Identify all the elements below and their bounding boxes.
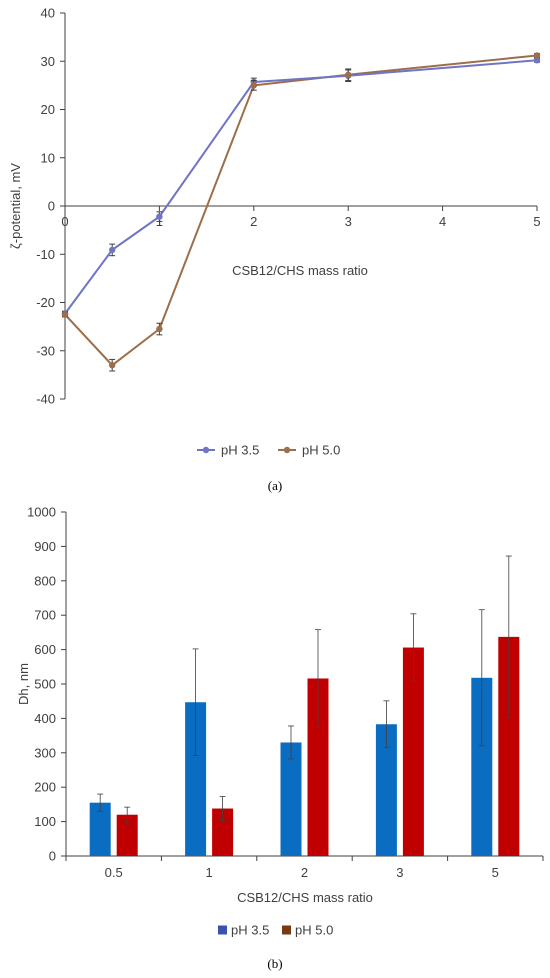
y-tick-label: 500 xyxy=(34,677,56,692)
y-tick-label: 30 xyxy=(41,54,55,69)
bar xyxy=(212,808,234,856)
bar xyxy=(89,802,111,856)
y-tick-label: 100 xyxy=(34,814,56,829)
data-point xyxy=(109,362,116,369)
legend: pH 3.5 pH 5.0 xyxy=(218,923,333,938)
x-axis-title: CSB12/CHS mass ratio xyxy=(232,263,368,278)
legend-label: pH 3.5 xyxy=(231,923,269,938)
x-tick-label: 4 xyxy=(439,214,446,229)
x-tick-label: 2 xyxy=(250,214,257,229)
bar xyxy=(498,636,520,856)
y-tick-label: 1000 xyxy=(27,505,56,520)
data-point xyxy=(533,52,541,59)
legend-swatch xyxy=(218,925,227,935)
y-tick-label: 40 xyxy=(41,6,55,21)
data-point xyxy=(156,213,163,220)
y-tick-label: 700 xyxy=(34,608,56,623)
x-tick-label: 5 xyxy=(492,865,499,880)
bar xyxy=(307,678,329,856)
x-tick-label: 2 xyxy=(301,865,308,880)
y-tick-label: 600 xyxy=(34,642,56,657)
x-tick-label: 1 xyxy=(205,865,212,880)
data-point xyxy=(250,82,257,89)
bar xyxy=(402,647,424,856)
data-point xyxy=(156,325,163,333)
legend-label: pH 3.5 xyxy=(221,443,259,458)
legend-swatch-marker xyxy=(202,446,210,454)
data-point xyxy=(109,246,116,254)
legend: pH 3.5 pH 5.0 xyxy=(197,443,340,458)
y-tick-label: 20 xyxy=(41,102,55,117)
legend-label: pH 5.0 xyxy=(302,443,340,458)
y-tick-label: 0 xyxy=(48,199,55,214)
panel-label: (a) xyxy=(268,478,282,493)
bar xyxy=(471,677,493,856)
x-axis-title: CSB12/CHS mass ratio xyxy=(237,890,373,905)
panel-label: (b) xyxy=(267,956,282,971)
data-point xyxy=(345,71,352,78)
x-tick-label: 5 xyxy=(533,214,540,229)
x-tick-label: 3 xyxy=(396,865,403,880)
y-tick-label: 900 xyxy=(34,539,56,554)
x-tick-label: 0 xyxy=(61,214,68,229)
y-tick-label: 800 xyxy=(34,573,56,588)
y-tick-label: -20 xyxy=(36,295,55,310)
data-point xyxy=(533,57,541,64)
y-tick-label: 200 xyxy=(34,780,56,795)
legend-swatch xyxy=(282,925,291,935)
series-line xyxy=(64,54,538,367)
legend-label: pH 5.0 xyxy=(295,923,333,938)
data-point xyxy=(61,311,69,318)
bar xyxy=(116,814,138,856)
y-tick-label: 300 xyxy=(34,745,56,760)
bar xyxy=(280,742,302,856)
x-tick-label: 3 xyxy=(345,214,352,229)
y-tick-label: -30 xyxy=(36,343,55,358)
series-line xyxy=(64,59,538,315)
legend-swatch-marker xyxy=(283,446,291,454)
y-tick-label: -10 xyxy=(36,247,55,262)
x-tick-label: 0.5 xyxy=(105,865,123,880)
y-tick-label: -40 xyxy=(36,392,55,407)
y-tick-label: 0 xyxy=(49,849,56,864)
y-tick-label: 400 xyxy=(34,711,56,726)
bar xyxy=(185,702,207,856)
bar xyxy=(375,724,397,856)
y-tick-label: 10 xyxy=(41,150,55,165)
y-axis-title: Dh, nm xyxy=(16,663,31,705)
y-axis-title: ζ-potential, mV xyxy=(8,163,23,249)
